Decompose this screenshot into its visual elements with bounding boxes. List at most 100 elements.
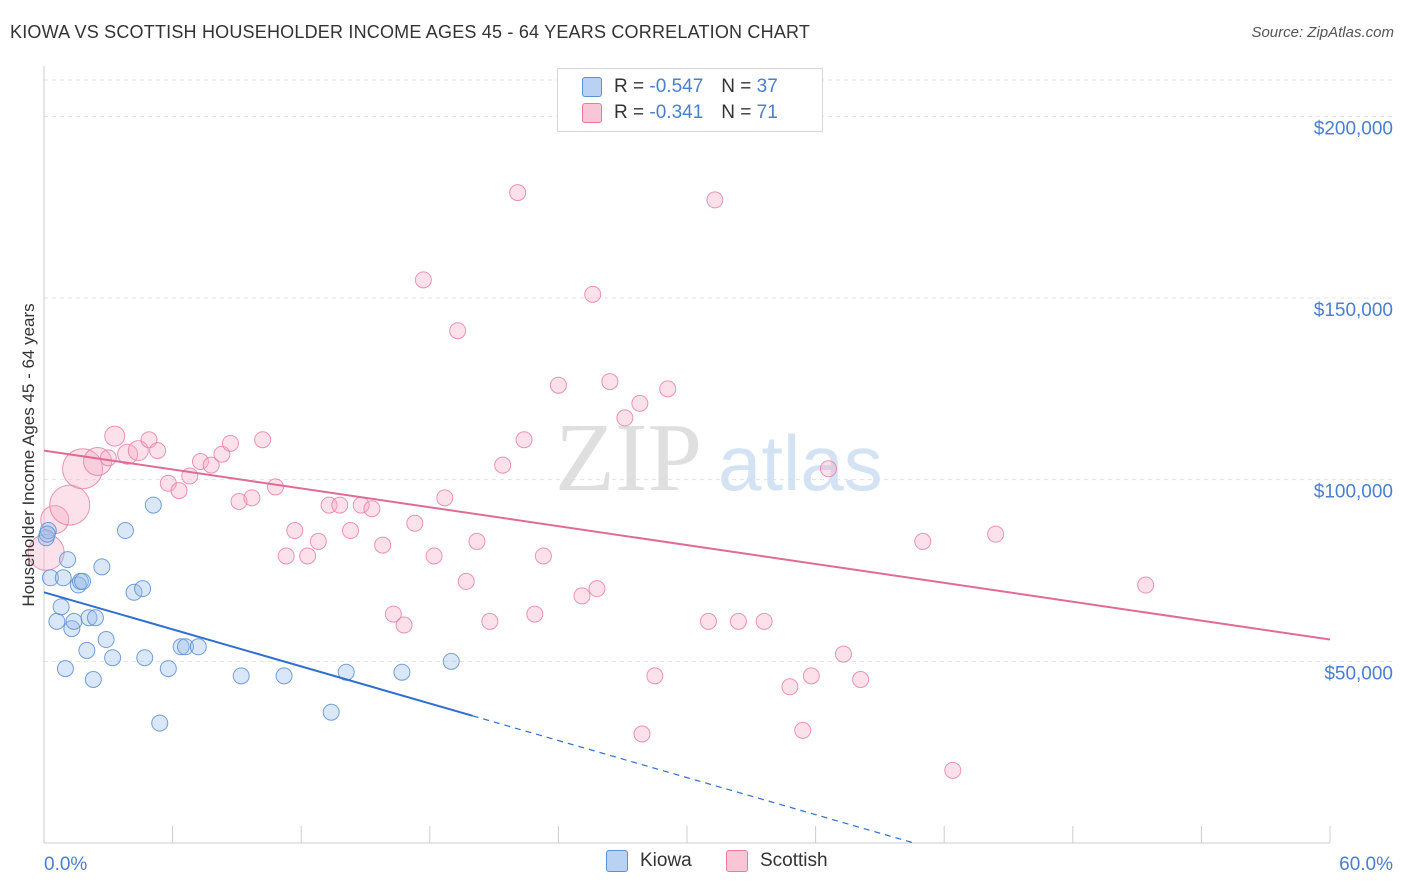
kiowa-point [86, 609, 104, 627]
axes [43, 66, 1331, 844]
scottish-r-label: R = [614, 102, 645, 123]
kiowa-point [189, 638, 207, 656]
chart-title: KIOWA VS SCOTTISH HOUSEHOLDER INCOME AGE… [10, 22, 811, 42]
scottish-point [781, 678, 799, 696]
scottish-point [309, 532, 327, 550]
kiowa-point [41, 569, 59, 587]
watermark-atlas: atlas [718, 419, 883, 507]
scottish-point [481, 612, 499, 630]
scottish-point [549, 376, 567, 394]
kiowa-point [78, 641, 96, 659]
series-legend: Kiowa Scottish [0, 850, 1406, 878]
scottish-point [699, 612, 717, 630]
kiowa-point [65, 612, 83, 630]
scottish-point [395, 616, 413, 634]
scottish-n-value: 71 [756, 102, 778, 123]
source-label: Source: ZipAtlas.com [1251, 24, 1394, 41]
legend-row-kiowa: R = -0.547 N = 37 [582, 74, 778, 100]
kiowa-trend-extension [472, 715, 913, 844]
y-tick-label: $200,000 [1314, 118, 1393, 139]
legend-item-kiowa[interactable]: Kiowa [606, 850, 692, 872]
kiowa-point [134, 580, 152, 598]
kiowa-point [48, 612, 66, 630]
scottish-point [221, 434, 239, 452]
kiowa-point [80, 609, 98, 627]
scottish-point [584, 285, 602, 303]
scottish-point [729, 612, 747, 630]
x-tick-label-max: 60.0% [1339, 854, 1393, 875]
kiowa-point [116, 522, 134, 540]
scottish-n-label: N = [721, 102, 752, 123]
legend-item-scottish[interactable]: Scottish [726, 850, 828, 872]
scottish-point [659, 380, 677, 398]
legend-kiowa-swatch [606, 850, 628, 872]
scottish-point [277, 547, 295, 565]
scottish-point [341, 522, 359, 540]
kiowa-r-value: -0.547 [649, 76, 704, 97]
scottish-point [515, 431, 533, 449]
scottish-point [457, 572, 475, 590]
scottish-point [534, 547, 552, 565]
scottish-trend-line [43, 449, 1331, 641]
trend-lines [43, 449, 1331, 844]
y-tick-label: $50,000 [1324, 663, 1393, 684]
kiowa-point [393, 663, 411, 681]
scottish-point [646, 667, 664, 685]
kiowa-points [37, 496, 460, 732]
kiowa-point [144, 496, 162, 514]
legend-kiowa-label: Kiowa [640, 850, 692, 871]
legend-row-scottish: R = -0.341 N = 71 [582, 100, 778, 126]
scottish-point [573, 587, 591, 605]
scottish-point [62, 448, 104, 490]
scottish-point [794, 721, 812, 739]
kiowa-point [38, 525, 56, 543]
kiowa-point [442, 652, 460, 670]
kiowa-n-label: N = [721, 76, 752, 97]
y-axis-label: Householder Income Ages 45 - 64 years [19, 303, 38, 606]
kiowa-swatch [582, 77, 602, 97]
kiowa-point [136, 649, 154, 667]
scottish-point [374, 536, 392, 554]
scottish-point [230, 492, 248, 510]
scottish-point [202, 456, 220, 474]
scottish-point [526, 605, 544, 623]
scottish-point [601, 373, 619, 391]
watermark: ZIP atlas [555, 404, 883, 512]
scottish-r-value: -0.341 [649, 102, 704, 123]
scottish-point [49, 484, 91, 526]
scottish-point [509, 184, 527, 202]
kiowa-point [125, 583, 143, 601]
scottish-point [706, 191, 724, 209]
scottish-point [170, 482, 188, 500]
kiowa-point [84, 671, 102, 688]
scottish-point [266, 478, 284, 496]
scottish-point [384, 605, 402, 623]
scottish-point [852, 671, 870, 688]
y-tick-label: $100,000 [1314, 482, 1393, 503]
kiowa-point [176, 638, 194, 656]
kiowa-r-label: R = [614, 76, 645, 97]
scottish-point [299, 547, 317, 565]
scottish-point [834, 645, 852, 663]
x-tick-label-min: 0.0% [44, 854, 87, 875]
correlation-legend: R = -0.547 N = 37 R = -0.341 N = 71 [557, 68, 823, 132]
scottish-point [914, 532, 932, 550]
grid-lines [44, 79, 1395, 662]
scottish-point [588, 580, 606, 598]
scottish-point [436, 489, 454, 507]
kiowa-point [151, 714, 169, 732]
kiowa-point [56, 660, 74, 678]
scottish-point [494, 456, 512, 474]
scottish-point [191, 453, 209, 470]
scottish-point [819, 460, 837, 478]
kiowa-point [93, 558, 111, 576]
kiowa-point [54, 569, 72, 587]
scottish-point [406, 514, 424, 532]
scottish-point [944, 761, 962, 779]
kiowa-point [322, 703, 340, 721]
scottish-point [987, 525, 1005, 543]
scottish-point [363, 500, 381, 518]
kiowa-point [275, 667, 293, 685]
scottish-point [149, 442, 167, 460]
kiowa-n-value: 37 [756, 76, 778, 97]
